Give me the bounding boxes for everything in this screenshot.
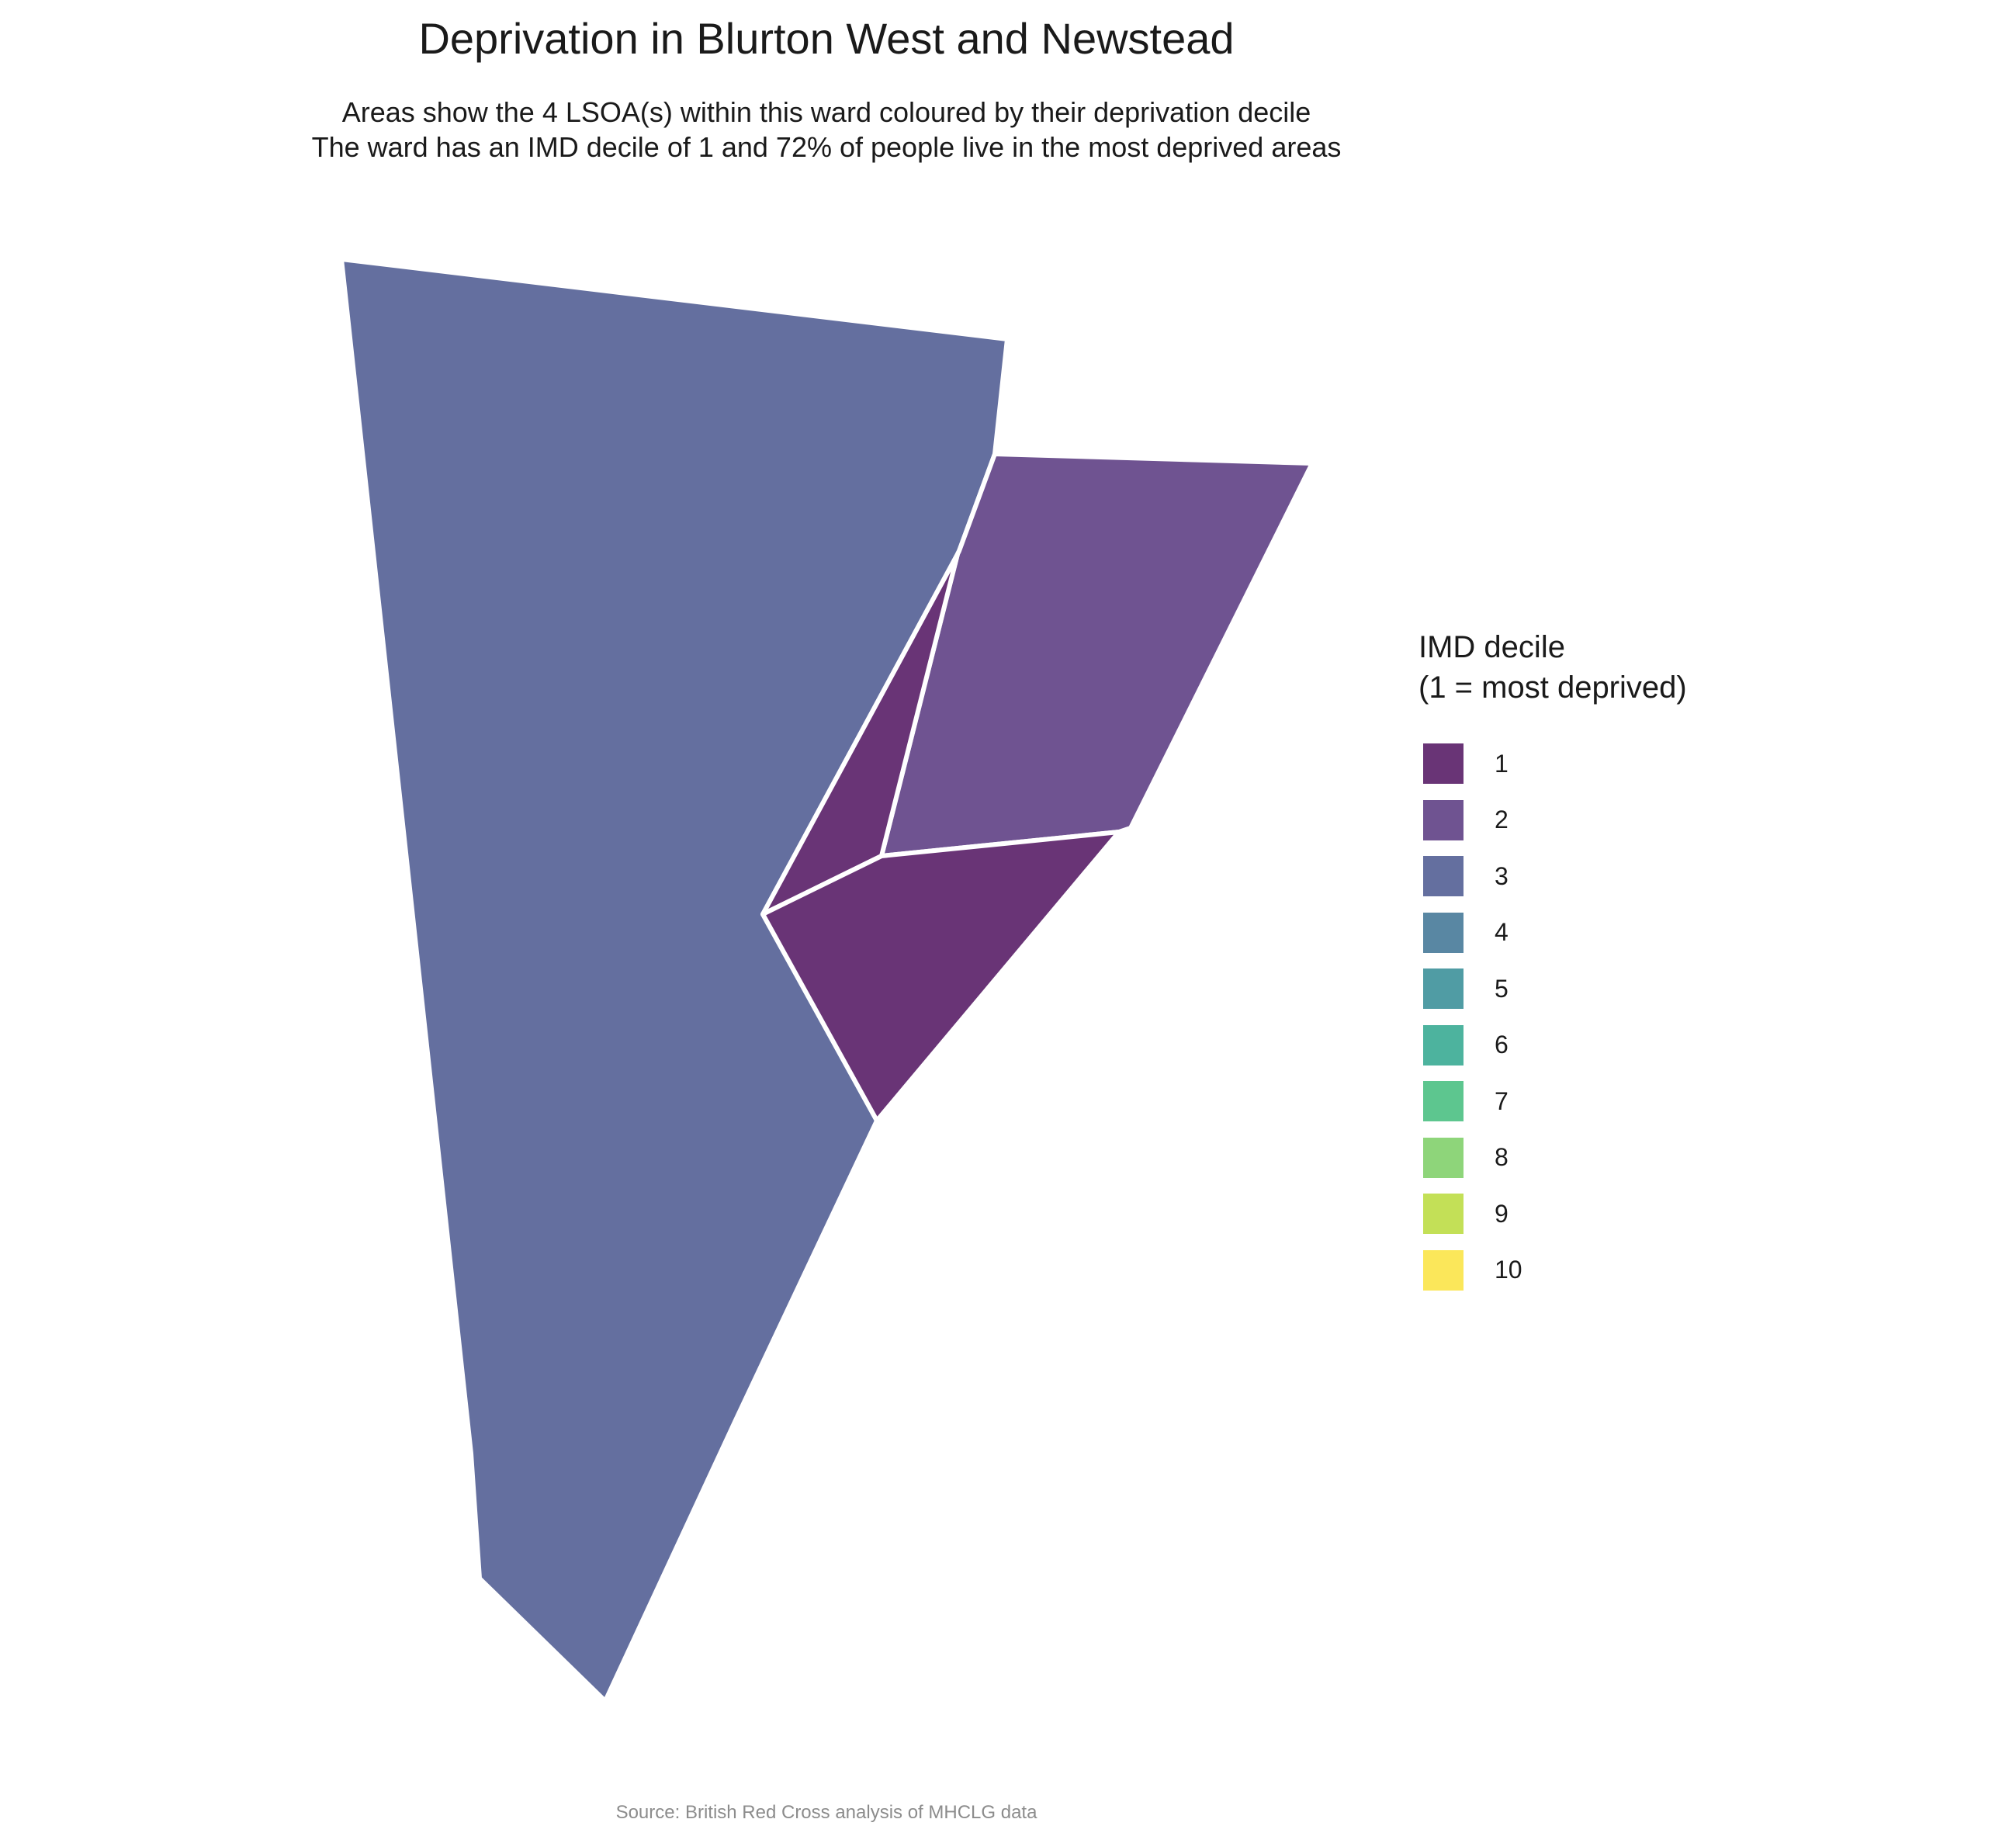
lsoa-area-decile-1-large — [760, 830, 1121, 1123]
chart-subtitle-line-1: Areas show the 4 LSOA(s) within this war… — [341, 96, 1311, 128]
legend-label: 2 — [1495, 806, 1509, 834]
legend-swatch — [1423, 1024, 1464, 1065]
legend-swatch — [1423, 743, 1464, 785]
legend-item-6: 6 — [1418, 1017, 1687, 1074]
legend-swatch — [1423, 912, 1464, 953]
legend-swatch — [1423, 1194, 1464, 1235]
legend-label: 6 — [1495, 1031, 1509, 1059]
legend-item-8: 8 — [1418, 1130, 1687, 1187]
legend-item-1: 1 — [1418, 736, 1687, 792]
legend-swatch — [1423, 1249, 1464, 1291]
legend-swatch — [1423, 1137, 1464, 1178]
legend-label: 5 — [1495, 974, 1509, 1003]
legend-swatch — [1423, 856, 1464, 897]
legend-item-9: 9 — [1418, 1186, 1687, 1242]
legend-title-line-1: IMD decile — [1418, 630, 1565, 664]
chart-title: Deprivation in Blurton West and Newstead — [418, 14, 1235, 63]
legend-item-2: 2 — [1418, 792, 1687, 849]
legend-swatch — [1423, 1081, 1464, 1122]
legend-item-7: 7 — [1418, 1073, 1687, 1130]
ward-map — [341, 259, 1312, 1701]
chart-subtitle-line-2: The ward has an IMD decile of 1 and 72% … — [311, 131, 1342, 163]
legend-label: 8 — [1495, 1143, 1509, 1172]
legend-item-5: 5 — [1418, 961, 1687, 1017]
legend-title: IMD decile (1 = most deprived) — [1418, 627, 1687, 708]
legend-title-line-2: (1 = most deprived) — [1418, 670, 1687, 705]
legend-label: 3 — [1495, 861, 1509, 890]
source-caption: Source: British Red Cross analysis of MH… — [615, 1802, 1037, 1823]
legend-item-10: 10 — [1418, 1242, 1687, 1299]
legend-label: 1 — [1495, 749, 1509, 778]
legend: IMD decile (1 = most deprived) 1 2 3 4 5 6 7 8 9… — [1418, 627, 1687, 1298]
legend-item-4: 4 — [1418, 905, 1687, 962]
legend-items: 1 2 3 4 5 6 7 8 9 10 — [1418, 736, 1687, 1298]
legend-item-3: 3 — [1418, 848, 1687, 905]
legend-swatch — [1423, 968, 1464, 1010]
legend-label: 4 — [1495, 918, 1509, 947]
legend-label: 9 — [1495, 1199, 1509, 1228]
legend-label: 7 — [1495, 1086, 1509, 1115]
legend-label: 10 — [1495, 1256, 1522, 1284]
legend-swatch — [1423, 799, 1464, 840]
